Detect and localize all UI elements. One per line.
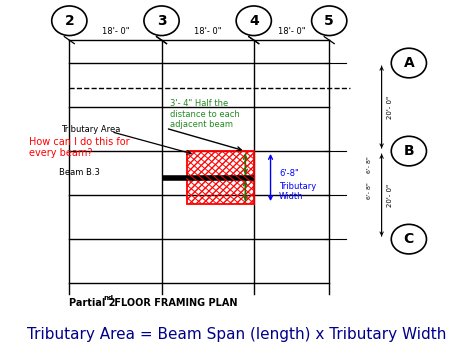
Text: 18'- 0": 18'- 0" [194,27,221,36]
Text: Tributary Area = Beam Span (length) x Tributary Width: Tributary Area = Beam Span (length) x Tr… [27,327,447,342]
Text: 2: 2 [64,14,74,28]
Text: Partial 2: Partial 2 [69,297,116,307]
Text: FLOOR FRAMING PLAN: FLOOR FRAMING PLAN [111,297,238,307]
Text: 20'- 0": 20'- 0" [387,184,393,207]
Circle shape [52,6,87,36]
Text: Beam B.3: Beam B.3 [59,168,100,177]
Circle shape [391,224,427,254]
Text: Tributary Area: Tributary Area [61,125,120,135]
Circle shape [311,6,347,36]
Bar [187,151,254,204]
Text: Tributary
Width: Tributary Width [279,182,316,201]
Text: 4: 4 [249,14,259,28]
Text: 20'- 0": 20'- 0" [387,95,393,119]
Text: 6'- 8": 6'- 8" [366,156,372,173]
Text: 5: 5 [324,14,334,28]
Text: 3: 3 [157,14,166,28]
Circle shape [236,6,272,36]
Text: How can I do this for
every beam?: How can I do this for every beam? [29,137,130,158]
Text: 6'- 8": 6'- 8" [366,182,372,199]
Circle shape [391,136,427,166]
Text: 18'- 0": 18'- 0" [278,27,305,36]
Circle shape [144,6,179,36]
Text: 6'-8": 6'-8" [279,169,299,179]
Text: A: A [403,56,414,70]
Text: C: C [404,232,414,246]
Text: 3'- 4" Half the
distance to each
adjacent beam: 3'- 4" Half the distance to each adjacen… [170,99,240,129]
Circle shape [391,48,427,78]
Text: 18'- 0": 18'- 0" [102,27,129,36]
Text: nd: nd [104,295,114,301]
Text: B: B [403,144,414,158]
